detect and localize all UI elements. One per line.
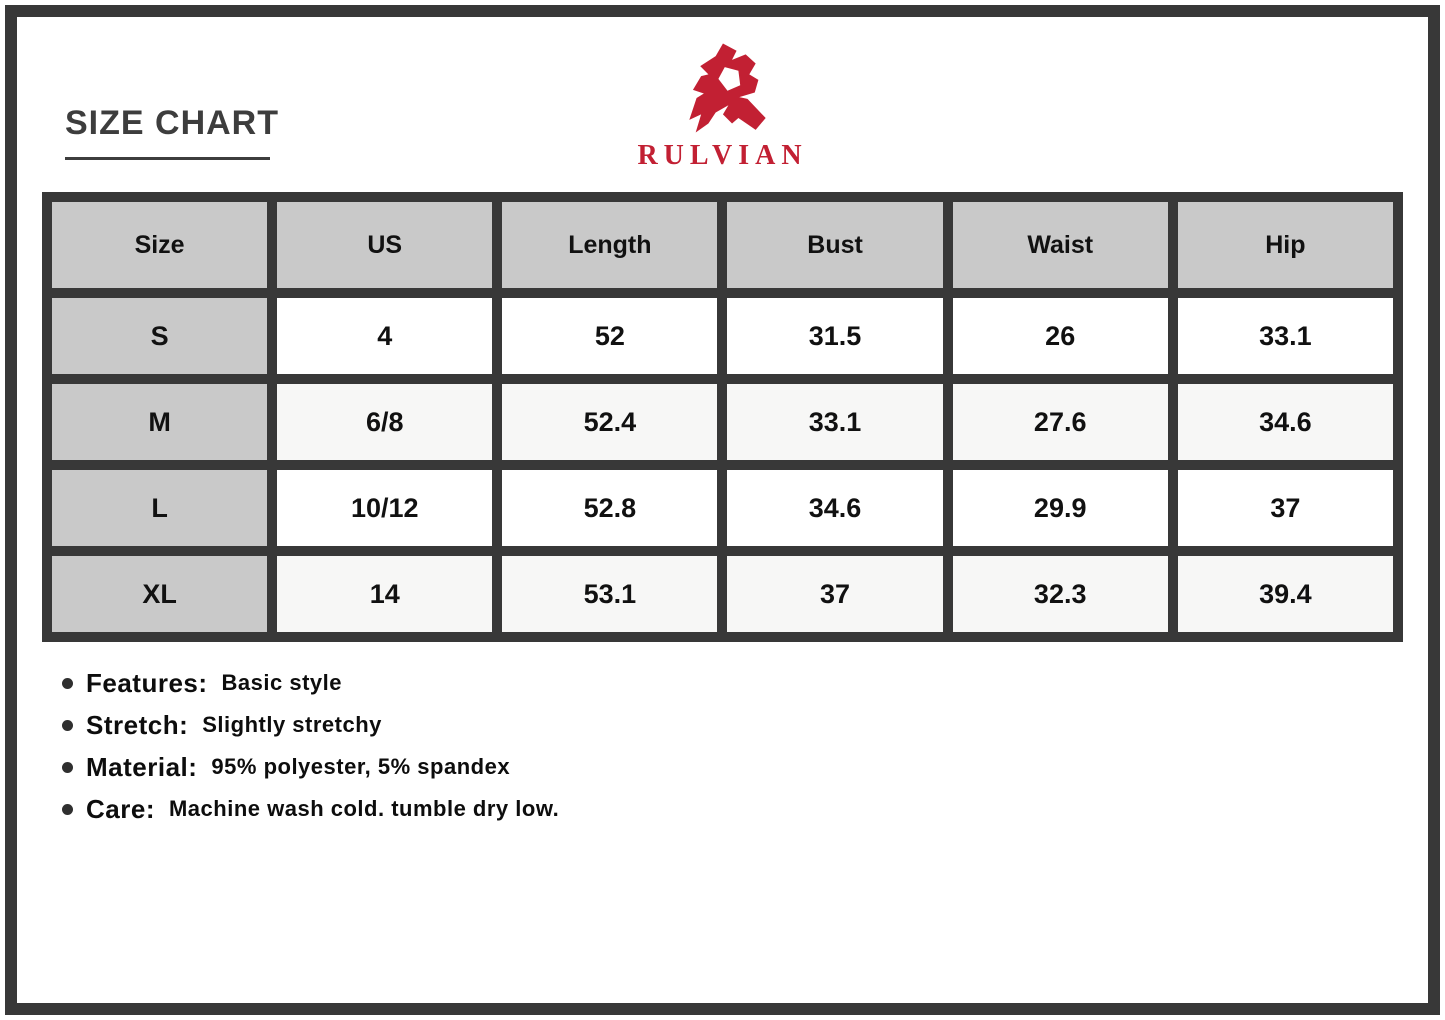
value-cell: 31.5 <box>727 298 943 374</box>
value-cell: 10/12 <box>277 470 493 546</box>
table-row-s: S 4 52 31.5 26 33.1 <box>52 298 1393 374</box>
value-cell: 52 <box>502 298 718 374</box>
table-row-m: M 6/8 52.4 33.1 27.6 34.6 <box>52 384 1393 460</box>
value-cell: 39.4 <box>1177 556 1393 632</box>
detail-item-material: Material: 95% polyester, 5% spandex <box>62 746 559 788</box>
detail-item-stretch: Stretch: Slightly stretchy <box>62 704 559 746</box>
value-cell: 14 <box>277 556 493 632</box>
page-title: SIZE CHART <box>65 104 279 142</box>
value-cell: 29.9 <box>952 470 1168 546</box>
detail-label: Material: <box>86 751 198 782</box>
detail-item-care: Care: Machine wash cold. tumble dry low. <box>62 788 559 830</box>
detail-value: 95% polyester, 5% spandex <box>211 754 511 779</box>
bullet-icon <box>62 677 73 689</box>
size-cell: M <box>52 384 268 460</box>
value-cell: 4 <box>277 298 493 374</box>
value-cell: 26 <box>952 298 1168 374</box>
value-cell: 27.6 <box>952 384 1168 460</box>
value-cell: 37 <box>1177 470 1393 546</box>
bullet-icon <box>62 803 73 815</box>
detail-item-features: Features: Basic style <box>62 662 559 704</box>
size-cell: L <box>52 470 268 546</box>
size-table: Size US Length Bust Waist Hip S 4 52 31.… <box>42 192 1403 642</box>
brand-name: RULVIAN <box>637 140 808 171</box>
bullet-icon <box>62 761 73 773</box>
table-row-l: L 10/12 52.8 34.6 29.9 37 <box>52 470 1393 546</box>
details-list: Features: Basic style Stretch: Slightly … <box>62 662 559 830</box>
column-header-size: Size <box>52 202 268 288</box>
size-cell: XL <box>52 556 268 632</box>
value-cell: 53.1 <box>502 556 718 632</box>
detail-label: Features: <box>86 667 208 698</box>
value-cell: 32.3 <box>952 556 1168 632</box>
detail-label: Stretch: <box>86 709 189 740</box>
value-cell: 52.4 <box>502 384 718 460</box>
value-cell: 33.1 <box>1177 298 1393 374</box>
size-table-wrap: Size US Length Bust Waist Hip S 4 52 31.… <box>42 192 1403 642</box>
size-cell: S <box>52 298 268 374</box>
table-header-row: Size US Length Bust Waist Hip <box>52 202 1393 288</box>
column-header-hip: Hip <box>1177 202 1393 288</box>
title-underline <box>65 157 270 160</box>
bullet-icon <box>62 719 73 731</box>
detail-value: Machine wash cold. tumble dry low. <box>168 796 560 821</box>
brand-logo: RULVIAN <box>637 38 807 170</box>
value-cell: 33.1 <box>727 384 943 460</box>
detail-value: Slightly stretchy <box>202 712 382 737</box>
value-cell: 6/8 <box>277 384 493 460</box>
value-cell: 34.6 <box>1177 384 1393 460</box>
detail-label: Care: <box>86 793 155 824</box>
column-header-bust: Bust <box>727 202 943 288</box>
column-header-waist: Waist <box>952 202 1168 288</box>
value-cell: 52.8 <box>502 470 718 546</box>
column-header-length: Length <box>502 202 718 288</box>
title-block: SIZE CHART <box>65 106 279 160</box>
value-cell: 37 <box>727 556 943 632</box>
table-row-xl: XL 14 53.1 37 32.3 39.4 <box>52 556 1393 632</box>
detail-value: Basic style <box>221 670 343 695</box>
value-cell: 34.6 <box>727 470 943 546</box>
brand-logo-r-icon <box>688 43 766 133</box>
column-header-us: US <box>277 202 493 288</box>
